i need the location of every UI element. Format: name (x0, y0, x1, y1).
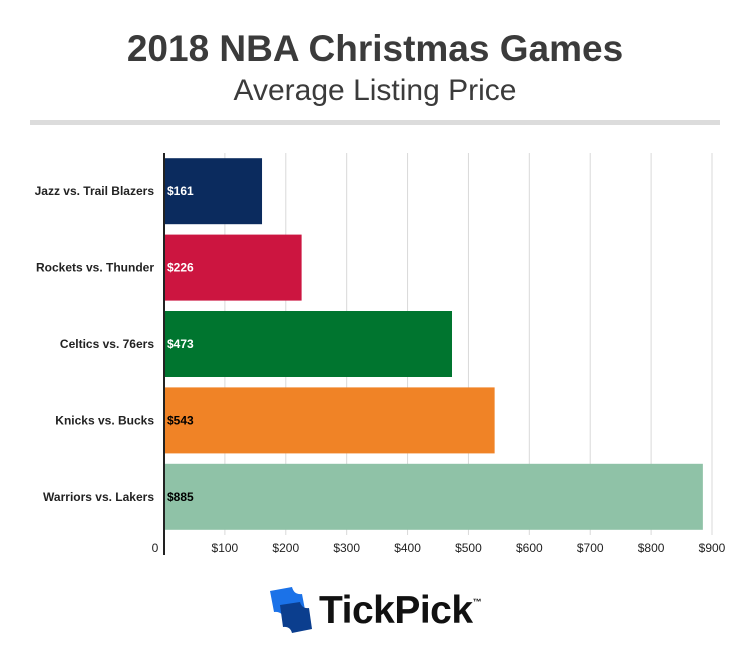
tickpick-wordmark: TickPick™ (319, 589, 482, 632)
bar-value-label: $543 (167, 413, 194, 427)
category-label: Jazz vs. Trail Blazers (35, 184, 155, 198)
bar-value-label: $473 (167, 337, 194, 351)
bar (164, 234, 302, 301)
header-divider (30, 120, 720, 125)
x-tick-label: $300 (333, 541, 360, 555)
category-label: Knicks vs. Bucks (55, 413, 154, 427)
value-labels: $161 $226 $473 $543 $885 (167, 184, 194, 504)
x-tick-label: $100 (212, 541, 239, 555)
x-tick-labels: 0 $100 $200 $300 $400 $500 $600 $700 $800 $900 (152, 541, 726, 555)
bar (164, 311, 453, 377)
chart-title: 2018 NBA Christmas Games (126, 28, 624, 69)
x-tick-label: $700 (577, 541, 604, 555)
bar-value-label: $161 (167, 184, 194, 198)
bar-value-label: $885 (167, 490, 194, 504)
bar (164, 387, 495, 454)
bar-chart: $161 $226 $473 $543 $885 Jazz vs. Trail Blaz… (35, 153, 726, 555)
x-tick-label: $600 (516, 541, 543, 555)
chart-subtitle: Average Listing Price (233, 74, 517, 107)
bar (164, 463, 703, 530)
category-label: Warriors vs. Lakers (43, 490, 154, 504)
tickpick-logo: TickPick™ (266, 585, 496, 637)
tickpick-ticket-logo-icon (270, 587, 312, 633)
x-tick-label: $800 (638, 541, 665, 555)
bars (164, 158, 703, 530)
x-tick-label: $200 (272, 541, 299, 555)
bar (164, 158, 263, 225)
x-tick-label: $500 (455, 541, 482, 555)
category-label: Rockets vs. Thunder (36, 261, 154, 275)
category-label: Celtics vs. 76ers (60, 337, 154, 351)
x-tick-label: $400 (394, 541, 421, 555)
x-tick-label: 0 (152, 541, 159, 555)
category-labels: Jazz vs. Trail Blazers Rockets vs. Thunde… (35, 184, 155, 504)
bar-value-label: $226 (167, 261, 194, 275)
x-tick-label: $900 (699, 541, 726, 555)
